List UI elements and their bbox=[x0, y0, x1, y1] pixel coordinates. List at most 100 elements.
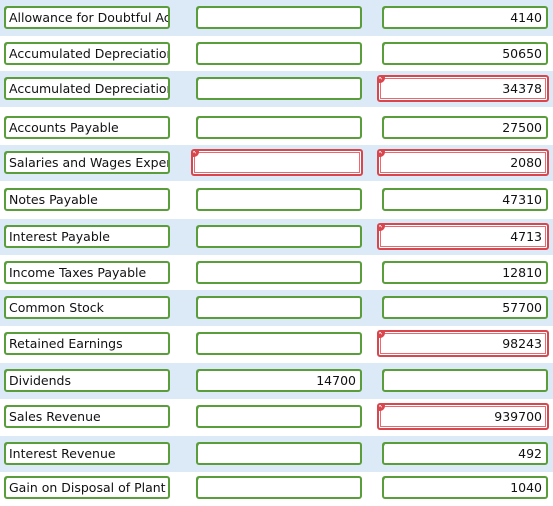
correct-check-icon: ✓ bbox=[6, 334, 12, 340]
credit-field-value: 98243 bbox=[502, 336, 542, 351]
credit-field[interactable]: ✕ 34378 bbox=[377, 75, 549, 102]
correct-check-icon: ✓ bbox=[198, 371, 204, 377]
correct-check-icon: ✓ bbox=[384, 263, 390, 269]
credit-field[interactable]: ✓ 57700 bbox=[382, 296, 548, 319]
account-field[interactable]: ✓Accumulated Depreciation bbox=[4, 42, 170, 65]
account-field[interactable]: ✓Interest Revenue bbox=[4, 442, 170, 465]
correct-check-icon: ✓ bbox=[6, 298, 12, 304]
debit-field[interactable]: ✓ bbox=[196, 188, 362, 211]
account-field[interactable]: ✓Accumulated Depreciation bbox=[4, 77, 170, 100]
correct-check-icon: ✓ bbox=[198, 263, 204, 269]
account-field-value: Interest Payable bbox=[9, 229, 110, 244]
account-field[interactable]: ✓Allowance for Doubtful Acc bbox=[4, 6, 170, 29]
debit-field[interactable]: ✓ bbox=[196, 476, 362, 499]
credit-field[interactable]: ✓ bbox=[382, 369, 548, 392]
correct-check-icon: ✓ bbox=[6, 8, 12, 14]
credit-field-value: 12810 bbox=[502, 265, 542, 280]
debit-field[interactable]: ✓ bbox=[196, 332, 362, 355]
table-row: ✓Gain on Disposal of Plant A✓✓1040 bbox=[0, 470, 553, 506]
incorrect-x-icon: ✕ bbox=[379, 77, 385, 83]
correct-check-icon: ✓ bbox=[384, 44, 390, 50]
correct-check-icon: ✓ bbox=[198, 444, 204, 450]
table-row: ✓Interest Payable✓✕4713 bbox=[0, 219, 553, 255]
correct-check-icon: ✓ bbox=[198, 190, 204, 196]
correct-check-icon: ✓ bbox=[198, 227, 204, 233]
debit-field[interactable]: ✓ bbox=[196, 261, 362, 284]
account-field[interactable]: ✓Salaries and Wages Expen bbox=[4, 151, 170, 174]
incorrect-x-icon: ✕ bbox=[379, 225, 385, 231]
debit-field[interactable]: ✓ 14700 bbox=[196, 369, 362, 392]
table-row: ✓Income Taxes Payable ✓ ✓ 12810 bbox=[0, 255, 553, 291]
correct-check-icon: ✓ bbox=[198, 79, 204, 85]
debit-field[interactable]: ✓ bbox=[196, 42, 362, 65]
account-field-value: Interest Revenue bbox=[9, 446, 116, 461]
incorrect-x-icon: ✕ bbox=[379, 151, 385, 157]
debit-field-value: 14700 bbox=[316, 373, 356, 388]
account-field[interactable]: ✓Gain on Disposal of Plant A bbox=[4, 476, 170, 499]
debit-field[interactable]: ✓ bbox=[196, 296, 362, 319]
account-field[interactable]: ✓Retained Earnings bbox=[4, 332, 170, 355]
correct-check-icon: ✓ bbox=[6, 227, 12, 233]
correct-check-icon: ✓ bbox=[6, 444, 12, 450]
account-field-value: Notes Payable bbox=[9, 192, 98, 207]
debit-field[interactable]: ✓ bbox=[196, 6, 362, 29]
credit-field[interactable]: ✓ 27500 bbox=[382, 116, 548, 139]
account-field[interactable]: ✓Income Taxes Payable bbox=[4, 261, 170, 284]
credit-field[interactable]: ✕ 98243 bbox=[377, 330, 549, 357]
correct-check-icon: ✓ bbox=[384, 118, 390, 124]
debit-field[interactable]: ✕ bbox=[191, 149, 363, 176]
correct-check-icon: ✓ bbox=[384, 371, 390, 377]
account-field[interactable]: ✓Notes Payable bbox=[4, 188, 170, 211]
correct-check-icon: ✓ bbox=[198, 407, 204, 413]
credit-field-value: 2080 bbox=[510, 155, 542, 170]
credit-field-value: 4713 bbox=[510, 229, 542, 244]
table-row: ✓Salaries and Wages Expen ✕ ✕ 2080 bbox=[0, 145, 553, 181]
credit-field[interactable]: ✕ 4713 bbox=[377, 223, 549, 250]
credit-field-value: 57700 bbox=[502, 300, 542, 315]
incorrect-x-icon: ✕ bbox=[379, 332, 385, 338]
correct-check-icon: ✓ bbox=[198, 478, 204, 484]
credit-field-value: 27500 bbox=[502, 120, 542, 135]
credit-field[interactable]: ✓ 47310 bbox=[382, 188, 548, 211]
account-field-value: Accounts Payable bbox=[9, 120, 119, 135]
account-field-value: Income Taxes Payable bbox=[9, 265, 147, 280]
table-row: ✓Dividends ✓ 14700 ✓ bbox=[0, 363, 553, 399]
table-row: ✓Interest Revenue✓✓492 bbox=[0, 436, 553, 472]
account-field-value: Dividends bbox=[9, 373, 71, 388]
credit-field-value: 4140 bbox=[510, 10, 542, 25]
account-field[interactable]: ✓Interest Payable bbox=[4, 225, 170, 248]
correct-check-icon: ✓ bbox=[198, 8, 204, 14]
debit-field[interactable]: ✓ bbox=[196, 225, 362, 248]
credit-field[interactable]: ✓ 12810 bbox=[382, 261, 548, 284]
table-row: ✓Retained Earnings✓✕98243 bbox=[0, 326, 553, 362]
credit-field[interactable]: ✓ 50650 bbox=[382, 42, 548, 65]
debit-field[interactable]: ✓ bbox=[196, 405, 362, 428]
account-field-value: Salaries and Wages Expen bbox=[9, 155, 170, 170]
table-row: ✓Accumulated Depreciation✓✓50650 bbox=[0, 36, 553, 72]
credit-field[interactable]: ✕ 939700 bbox=[377, 403, 549, 430]
table-row: ✓Sales Revenue ✓ ✕939700 bbox=[0, 399, 553, 435]
correct-check-icon: ✓ bbox=[6, 190, 12, 196]
credit-field[interactable]: ✓ 492 bbox=[382, 442, 548, 465]
correct-check-icon: ✓ bbox=[6, 118, 12, 124]
correct-check-icon: ✓ bbox=[6, 478, 12, 484]
table-row: ✓Common Stock✓✓57700 bbox=[0, 290, 553, 326]
correct-check-icon: ✓ bbox=[6, 44, 12, 50]
credit-field[interactable]: ✓ 1040 bbox=[382, 476, 548, 499]
correct-check-icon: ✓ bbox=[198, 118, 204, 124]
credit-field[interactable]: ✓ 4140 bbox=[382, 6, 548, 29]
debit-field[interactable]: ✓ bbox=[196, 77, 362, 100]
account-field[interactable]: ✓Sales Revenue bbox=[4, 405, 170, 428]
debit-field[interactable]: ✓ bbox=[196, 442, 362, 465]
credit-field-value: 34378 bbox=[502, 81, 542, 96]
credit-field[interactable]: ✕ 2080 bbox=[377, 149, 549, 176]
correct-check-icon: ✓ bbox=[384, 8, 390, 14]
correct-check-icon: ✓ bbox=[6, 79, 12, 85]
account-field-value: Allowance for Doubtful Acc bbox=[9, 10, 170, 25]
debit-field[interactable]: ✓ bbox=[196, 116, 362, 139]
account-field[interactable]: ✓Accounts Payable bbox=[4, 116, 170, 139]
correct-check-icon: ✓ bbox=[384, 190, 390, 196]
correct-check-icon: ✓ bbox=[384, 298, 390, 304]
account-field[interactable]: ✓Common Stock bbox=[4, 296, 170, 319]
account-field[interactable]: ✓Dividends bbox=[4, 369, 170, 392]
